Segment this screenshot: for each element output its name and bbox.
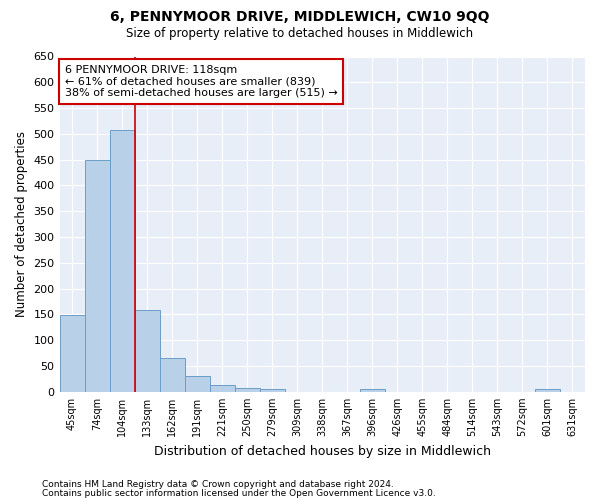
Text: Size of property relative to detached houses in Middlewich: Size of property relative to detached ho…: [127, 28, 473, 40]
Text: 6 PENNYMOOR DRIVE: 118sqm
← 61% of detached houses are smaller (839)
38% of semi: 6 PENNYMOOR DRIVE: 118sqm ← 61% of detac…: [65, 65, 338, 98]
Y-axis label: Number of detached properties: Number of detached properties: [15, 131, 28, 317]
Text: Contains HM Land Registry data © Crown copyright and database right 2024.: Contains HM Land Registry data © Crown c…: [42, 480, 394, 489]
Bar: [235, 388, 260, 392]
Text: Contains public sector information licensed under the Open Government Licence v3: Contains public sector information licen…: [42, 488, 436, 498]
Bar: [160, 358, 185, 392]
Bar: [185, 376, 209, 392]
Text: 6, PENNYMOOR DRIVE, MIDDLEWICH, CW10 9QQ: 6, PENNYMOOR DRIVE, MIDDLEWICH, CW10 9QQ: [110, 10, 490, 24]
Bar: [134, 310, 160, 392]
Bar: [209, 385, 235, 392]
Bar: [360, 389, 385, 392]
Bar: [59, 316, 85, 392]
Bar: [260, 389, 285, 392]
Bar: [85, 160, 110, 392]
X-axis label: Distribution of detached houses by size in Middlewich: Distribution of detached houses by size …: [154, 444, 491, 458]
Bar: [110, 130, 134, 392]
Bar: [535, 389, 560, 392]
